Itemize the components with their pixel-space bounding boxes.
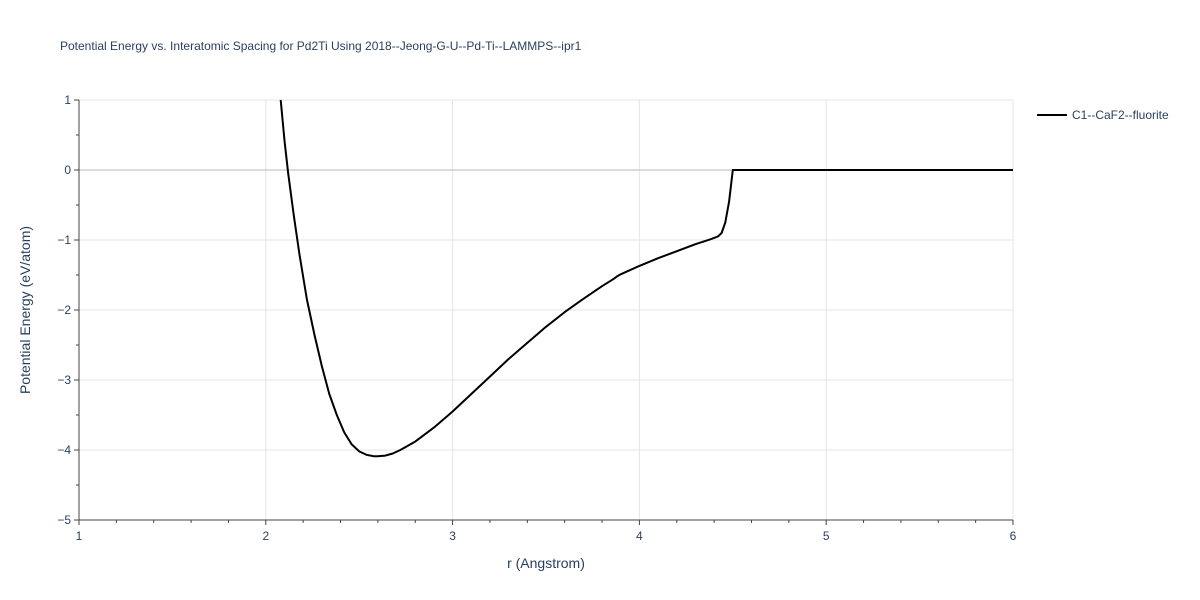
x-tick-label-1: 2 [262, 529, 269, 543]
x-tick-label-3: 4 [636, 529, 643, 543]
y-tick-label-1: 0 [64, 163, 71, 177]
y-tick-label-0: 1 [64, 93, 71, 107]
grid-layer [79, 99, 1014, 520]
x-tick-label-2: 3 [449, 529, 456, 543]
y-tick-label-3: −2 [57, 303, 71, 317]
y-tick-label-2: −1 [57, 233, 71, 247]
axes-layer: 1 2 3 4 5 6 1 0 −1 −2 −3 −4 −5 [57, 93, 1016, 543]
y-tick-label-4: −3 [57, 373, 71, 387]
x-axis-title: r (Angstrom) [507, 555, 585, 571]
legend-label-c1-caf2-fluorite: C1--CaF2--fluorite [1072, 108, 1169, 122]
x-tick-label-4: 5 [823, 529, 830, 543]
series-line-c1-caf2-fluorite[interactable] [279, 99, 1013, 458]
y-tick-label-5: −4 [57, 443, 71, 457]
series-layer [279, 99, 1013, 458]
y-axis-title: Potential Energy (eV/atom) [17, 226, 33, 394]
chart-title: Potential Energy vs. Interatomic Spacing… [60, 39, 582, 53]
legend[interactable]: C1--CaF2--fluorite [1037, 108, 1169, 122]
x-tick-label-0: 1 [76, 529, 83, 543]
y-tick-label-6: −5 [57, 513, 71, 527]
x-tick-label-5: 6 [1010, 529, 1017, 543]
